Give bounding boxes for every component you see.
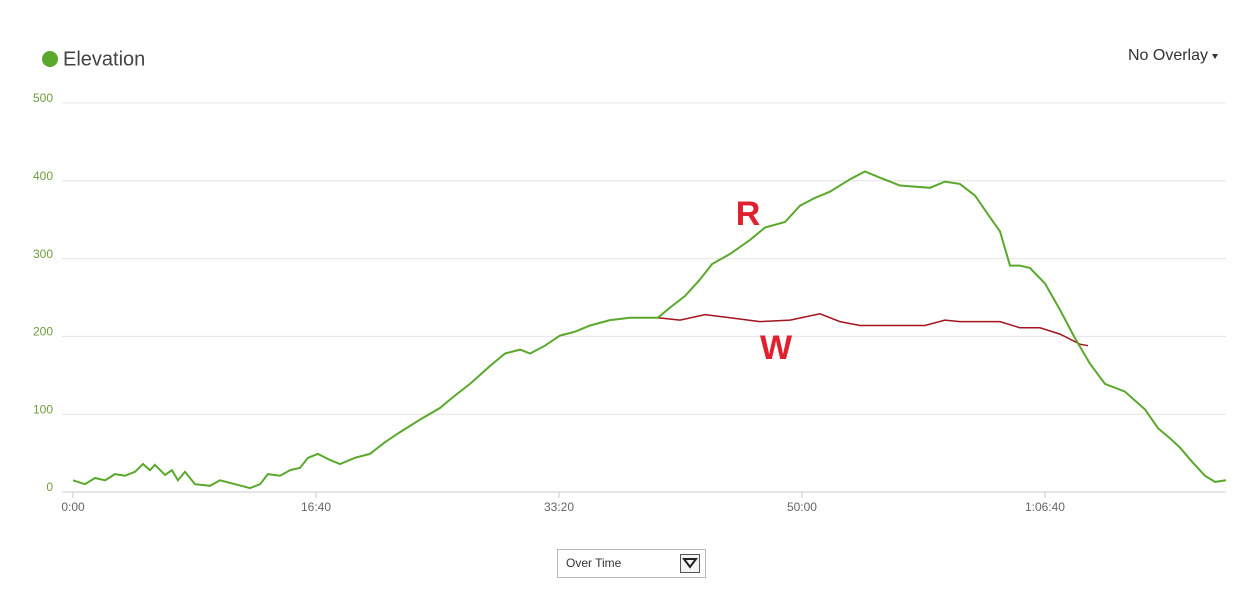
legend-label: Elevation xyxy=(63,48,145,70)
mode-select[interactable]: Over Time xyxy=(557,549,706,578)
x-tick-label: 1:06:40 xyxy=(1025,500,1065,514)
y-tick-label: 300 xyxy=(33,247,53,261)
overlay-arrow[interactable] xyxy=(1212,54,1218,59)
y-tick-label: 200 xyxy=(33,325,53,339)
annotation: R xyxy=(736,195,761,233)
x-tick-label: 33:20 xyxy=(544,500,574,514)
x-tick-label: 50:00 xyxy=(787,500,817,514)
x-tick-label: 16:40 xyxy=(301,500,331,514)
legend-dot xyxy=(42,51,58,67)
overlay-menu[interactable]: No Overlay xyxy=(1128,47,1208,64)
y-tick-label: 400 xyxy=(33,169,53,183)
select-label[interactable]: Over Time xyxy=(566,556,622,570)
select-arrow[interactable] xyxy=(682,558,698,569)
line xyxy=(657,313,1089,347)
line xyxy=(72,170,1227,490)
y-tick-label: 100 xyxy=(33,402,53,416)
x-tick-label: 0:00 xyxy=(61,500,85,514)
select-button[interactable] xyxy=(680,554,700,573)
annotation: W xyxy=(760,329,793,367)
plot: 0 100 200 300 400 500 0:00 16:40 33:20 50:00 1:06:… xyxy=(33,91,1227,514)
y-tick-label: 500 xyxy=(33,91,53,105)
y-tick-label: 0 xyxy=(46,480,53,494)
